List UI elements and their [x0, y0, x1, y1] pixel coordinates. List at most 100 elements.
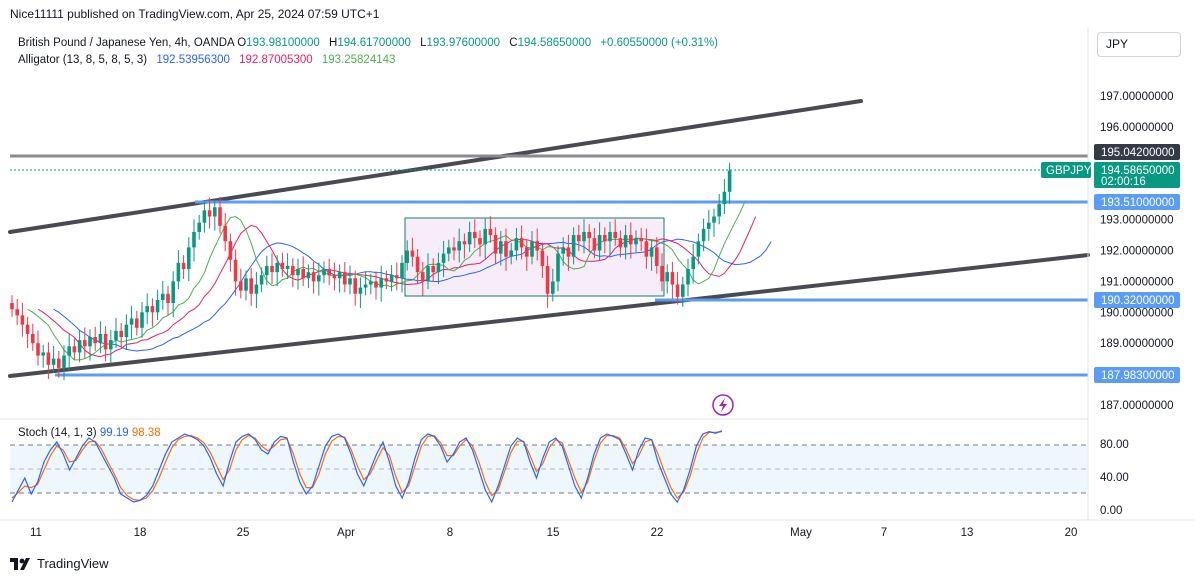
price-tick: 196.00000000	[1100, 122, 1174, 134]
candle-body	[311, 272, 316, 282]
candle-body	[639, 238, 643, 242]
symbol-name: British Pound / Japanese Yen, 4h, OANDA	[18, 37, 235, 49]
lightning-icon[interactable]	[712, 394, 734, 416]
symbol-ohlc-row: British Pound / Japanese Yen, 4h, OANDA …	[18, 35, 718, 52]
price-label-value: 195.04200000	[1101, 147, 1175, 159]
candle-body	[171, 281, 175, 304]
price-tick: 192.00000000	[1100, 246, 1174, 258]
upper-channel-line[interactable]	[8, 99, 863, 234]
stoch-band	[10, 445, 1088, 493]
candle-body	[239, 281, 243, 291]
candle-body	[275, 262, 279, 273]
price-label-box	[1094, 292, 1180, 308]
price-label-value: 187.98300000	[1101, 370, 1175, 382]
candle-body	[660, 265, 664, 282]
alligator-teeth-value: 192.87005300	[239, 54, 313, 66]
chart-legend: British Pound / Japanese Yen, 4h, OANDA …	[18, 35, 718, 69]
time-axis-ticks: 11 18 25 Apr 8 15 22 May 7 13 20	[30, 527, 1077, 539]
stoch-tick-80: 80.00	[1100, 439, 1129, 451]
candle-body	[181, 262, 186, 270]
stoch-label: Stoch (14, 1, 3)	[18, 427, 97, 439]
tradingview-logo[interactable]: TradingView	[10, 556, 109, 571]
candle-body	[176, 262, 181, 282]
candle-body	[426, 265, 430, 282]
candle-body	[369, 281, 373, 285]
price-tick: 187.00000000	[1100, 400, 1174, 412]
alligator-row: Alligator (13, 8, 5, 8, 5, 3) 192.539563…	[18, 52, 718, 69]
candle-body	[57, 358, 61, 368]
candle-body	[379, 278, 383, 288]
candle-body	[483, 228, 487, 245]
time-tick: May	[790, 527, 812, 539]
tradingview-logo-icon	[10, 557, 30, 570]
candle-body	[296, 269, 300, 276]
candle-body	[400, 262, 404, 279]
candle-body	[618, 238, 623, 248]
candle-body	[452, 247, 456, 251]
candle-body	[202, 210, 207, 223]
candle-body	[493, 235, 498, 254]
candle-body	[592, 238, 597, 251]
price-label-box	[1094, 162, 1180, 188]
candle-body	[566, 247, 571, 257]
open-label: O	[237, 37, 247, 49]
candle-body	[525, 247, 529, 257]
stoch-tick-40: 40.00	[1100, 472, 1129, 484]
time-tick: 20	[1065, 527, 1078, 539]
alligator-jaw-value: 192.53956300	[156, 54, 230, 66]
price-label-box	[1094, 367, 1180, 383]
candle-body	[249, 278, 253, 294]
price-label-countdown: 02:00:16	[1101, 176, 1146, 188]
lower-channel-line[interactable]	[8, 253, 1090, 378]
price-label-box	[1094, 194, 1180, 210]
candle-body	[441, 253, 446, 263]
candle-body	[98, 333, 103, 344]
candle-body	[478, 238, 482, 245]
candle-body	[343, 272, 347, 285]
price-tick: 189.00000000	[1100, 338, 1174, 350]
candle-body	[36, 343, 40, 356]
candle-body	[530, 241, 534, 257]
candle-body	[150, 306, 155, 313]
candle-body	[577, 235, 581, 242]
candle-body	[119, 330, 123, 338]
candle-body	[613, 231, 617, 239]
candle-body	[41, 352, 45, 356]
candle-body	[285, 265, 290, 270]
price-tick: 190.00000000	[1100, 307, 1174, 319]
candle-body	[701, 228, 706, 242]
candle-body	[254, 284, 259, 294]
candle-body	[187, 247, 191, 270]
candle-body	[686, 269, 690, 285]
currency-button[interactable]: JPY	[1097, 32, 1181, 57]
candle-body	[545, 265, 550, 294]
candle-body	[431, 265, 435, 273]
price-label-value: 190.32000000	[1101, 295, 1175, 307]
candle-body	[197, 222, 201, 232]
candle-body	[207, 210, 212, 217]
high-value: 194.61700000	[337, 37, 411, 49]
time-tick: Apr	[337, 527, 355, 539]
candle-body	[421, 272, 425, 282]
candle-body	[155, 299, 160, 313]
candle-body	[467, 231, 472, 245]
candle-body	[608, 231, 612, 242]
candle-body	[114, 330, 118, 341]
candle-body	[103, 333, 108, 350]
candle-body	[161, 293, 165, 300]
stoch-d-value: 98.38	[131, 427, 161, 439]
candle-body	[675, 284, 680, 297]
candles	[10, 162, 732, 380]
candle-body	[556, 253, 560, 282]
candle-body	[655, 247, 659, 266]
symbol-tag: GBPJPY	[1046, 165, 1092, 177]
candle-body	[135, 318, 139, 328]
candle-body	[384, 278, 389, 282]
candle-body	[265, 265, 269, 276]
candle-body	[25, 324, 30, 334]
time-tick: 22	[651, 527, 664, 539]
candle-body	[405, 250, 409, 263]
candle-body	[727, 170, 732, 192]
candle-body	[374, 281, 378, 288]
